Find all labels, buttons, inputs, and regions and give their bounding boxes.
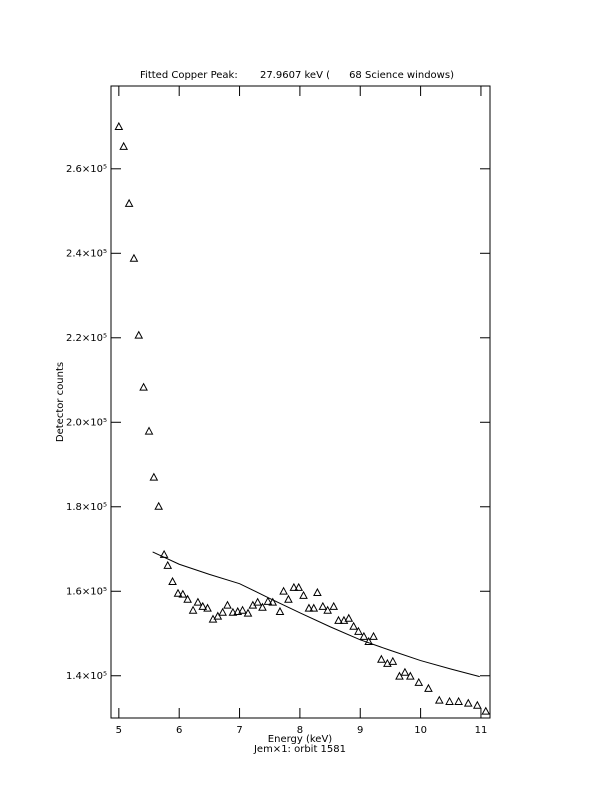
data-point [369,631,378,640]
data-point [243,608,253,617]
data-point [263,596,273,605]
data-point [481,706,491,715]
data-point [463,698,473,707]
x-tick-label: 10 [414,725,427,736]
data-point [238,605,247,614]
plot-frame [110,85,491,719]
data-point [139,382,148,391]
data-point [198,601,208,610]
data-point [354,626,363,635]
data-point [275,606,285,615]
data-point [154,501,164,510]
data-point [163,560,173,569]
data-point [173,588,183,597]
data-point [395,671,404,680]
y-tick-label: 2.6×10⁵ [66,164,107,175]
data-point [406,671,415,680]
y-axis-label: Detector counts [55,362,66,442]
data-point [178,589,188,598]
data-point [323,605,332,614]
data-point [329,601,339,610]
data-point [129,253,139,262]
data-point [377,654,386,663]
data-point [414,677,424,686]
data-point [388,656,398,665]
data-point [258,602,267,611]
data-point [454,696,463,705]
data-point [472,700,482,709]
data-point [253,597,262,606]
y-tick-label: 1.4×10⁵ [66,671,107,682]
data-point [334,615,343,624]
data-point [213,611,223,620]
data-point [114,121,124,130]
data-point [218,607,227,616]
data-point [268,597,278,606]
data-point [149,472,159,481]
y-tick-label: 2.2×10⁵ [66,333,107,344]
data-point [383,658,392,667]
fit-line [152,551,480,678]
data-point [279,586,288,595]
data-point [144,426,154,435]
data-point [124,198,134,207]
x-tick-label: 11 [475,725,488,736]
data-point [168,576,177,585]
data-point [203,603,212,612]
data-point [119,141,129,150]
data-point [318,601,328,610]
y-tick-label: 1.6×10⁵ [66,586,107,597]
y-tick-label: 1.8×10⁵ [66,502,107,513]
x-tick-label: 6 [176,725,182,736]
data-point [193,597,203,606]
data-point [424,683,433,692]
data-point [233,606,243,615]
data-point [223,600,232,609]
subtitle: Jem×1: orbit 1581 [253,744,346,755]
data-point [294,582,304,591]
data-point [289,582,299,591]
chart-title: Fitted Copper Peak: 27.9607 keV ( 68 Sci… [140,70,454,81]
data-point [299,590,308,599]
x-tick-label: 9 [357,725,363,736]
data-point [364,636,374,645]
data-point [344,613,354,622]
data-point [304,603,314,612]
data-point [228,607,238,616]
data-point [134,330,144,339]
data-point [349,621,358,630]
data-point [188,605,198,614]
data-point [445,696,454,705]
data-point [313,587,322,596]
x-tick-label: 7 [236,725,242,736]
data-point [400,667,410,676]
data-point [359,631,369,640]
x-tick-label: 8 [297,725,303,736]
data-point [434,695,444,704]
y-tick-label: 2.4×10⁵ [66,248,107,259]
y-tick-label: 2.0×10⁵ [66,417,107,428]
x-tick-label: 5 [116,725,122,736]
data-point [284,594,293,603]
data-point [309,603,319,612]
x-axis-label: Energy (keV) [268,734,333,745]
data-point [183,594,192,603]
